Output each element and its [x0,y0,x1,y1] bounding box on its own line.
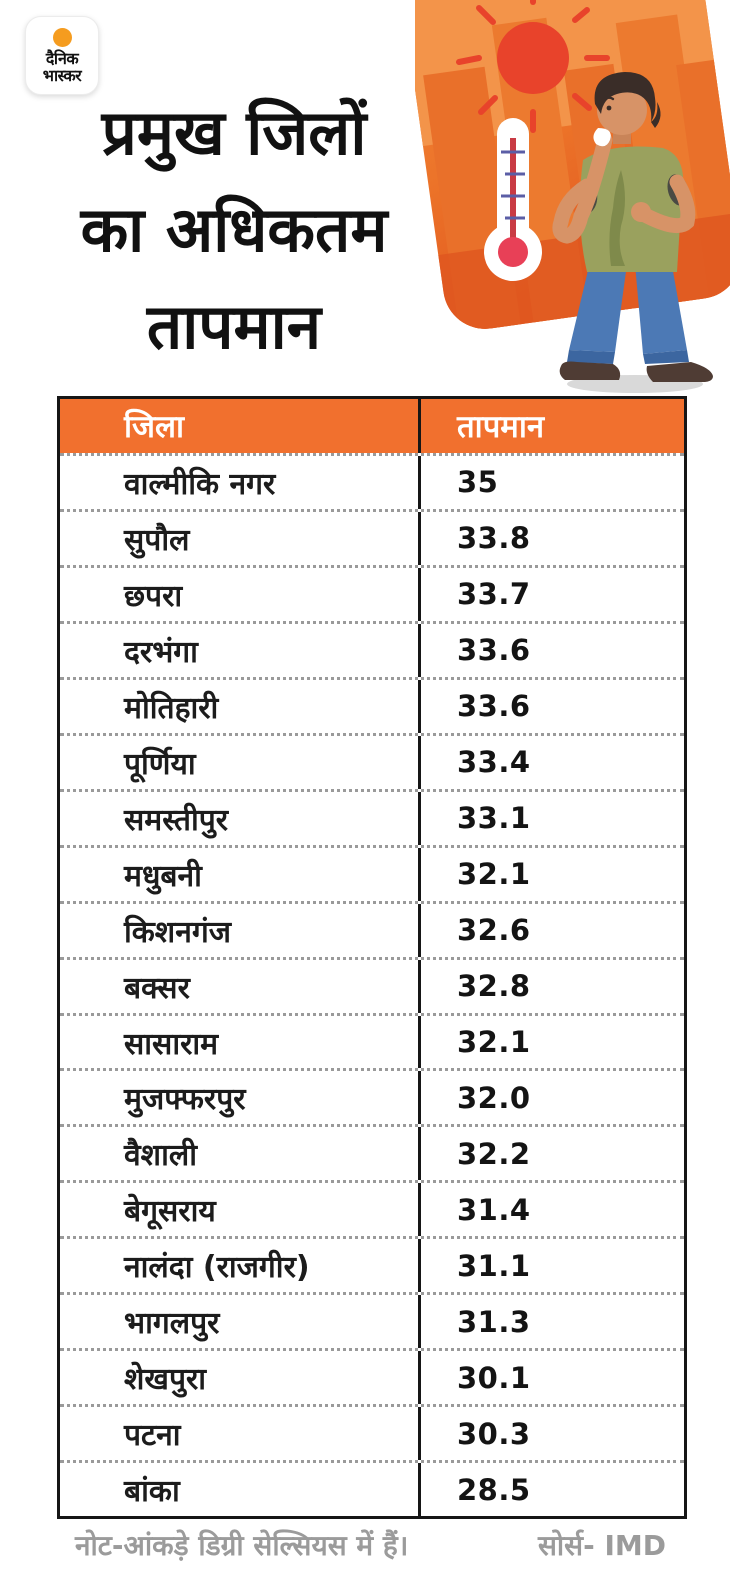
district-name: वाल्मीकि नगर [60,456,421,509]
district-name: सुपौल [60,511,421,565]
table-row: पूर्णिया 33.4 [60,732,684,789]
district-name: मुजफ्फरपुर [60,1071,421,1125]
temperature-value: 31.4 [457,1192,531,1227]
table-row: मधुबनी 32.1 [60,844,684,901]
temperature-value: 28.5 [457,1472,531,1507]
brand-logo: दैनिक भास्कर [25,16,99,95]
temperature-value: 31.1 [457,1248,531,1283]
table-row: नालंदा (राजगीर) 31.1 [60,1236,684,1293]
heatwave-illustration [415,0,730,393]
table-row: बक्सर 32.8 [60,956,684,1013]
district-name: बक्सर [60,959,421,1013]
table-row: वैशाली 32.2 [60,1124,684,1181]
column-header-district: जिला [60,399,421,453]
thermometer-icon [484,118,542,281]
temperature-table: जिला तापमान वाल्मीकि नगर 35 सुपौल 33.8 छ… [57,396,687,1519]
temperature-value: 32.6 [457,913,531,948]
page-title: प्रमुख जिलों का अधिकतम तापमान [6,84,462,375]
temperature-value: 31.3 [457,1304,531,1339]
table-row: सासाराम 32.1 [60,1012,684,1069]
temperature-value: 30.3 [457,1416,531,1451]
district-name: नालंदा (राजगीर) [60,1239,421,1293]
district-name: छपरा [60,567,421,621]
footer-note: नोट-आंकड़े डिग्री सेल्सियस में हैं। [75,1529,409,1562]
district-name: किशनगंज [60,903,421,957]
table-row: भागलपुर 31.3 [60,1292,684,1349]
temperature-value: 33.1 [457,801,531,836]
temperature-value: 35 [457,465,499,500]
column-header-temperature: तापमान [457,409,545,445]
temperature-value: 33.8 [457,521,531,556]
temperature-value: 33.6 [457,633,531,668]
temperature-value: 33.7 [457,577,531,612]
temperature-value: 30.1 [457,1360,531,1395]
table-row: शेखपुरा 30.1 [60,1348,684,1405]
table-row: पटना 30.3 [60,1404,684,1461]
temperature-value: 33.4 [457,745,531,780]
sun-icon [456,0,610,133]
temperature-value: 33.6 [457,689,531,724]
table-row: छपरा 33.7 [60,564,684,621]
district-name: पूर्णिया [60,735,421,789]
table-row: दरभंगा 33.6 [60,620,684,677]
district-name: बांका [60,1463,421,1517]
table-row: किशनगंज 32.6 [60,900,684,957]
table-row: मुजफ्फरपुर 32.0 [60,1068,684,1125]
temperature-value: 32.1 [457,1025,531,1059]
temperature-value: 32.8 [457,969,531,1004]
district-name: शेखपुरा [60,1351,421,1405]
footer-source: सोर्स- IMD [537,1529,666,1562]
brand-name-line2: भास्कर [42,65,82,85]
page-title-line3: तापमान [146,290,322,363]
table-row: मोतिहारी 33.6 [60,676,684,733]
district-name: दरभंगा [60,623,421,677]
district-name: मोतिहारी [60,679,421,733]
temperature-value: 32.2 [457,1136,531,1171]
table-header-row: जिला तापमान [60,399,684,453]
page-title-line1: प्रमुख जिलों [101,96,367,169]
district-name: मधुबनी [60,847,421,901]
brand-name-line1: दैनिक [45,48,79,68]
district-name: सासाराम [60,1015,421,1069]
table-row: वाल्मीकि नगर 35 [60,453,684,509]
district-name: भागलपुर [60,1295,421,1349]
temperature-value: 32.0 [457,1080,531,1115]
brand-sun-dot-icon [52,27,72,47]
table-row: बांका 28.5 [60,1460,684,1517]
district-name: पटना [60,1407,421,1461]
district-name: समस्तीपुर [60,791,421,845]
table-row: सुपौल 33.8 [60,508,684,565]
temperature-value: 32.1 [457,857,531,892]
district-name: बेगूसराय [60,1183,421,1237]
table-row: समस्तीपुर 33.1 [60,788,684,845]
district-name: वैशाली [60,1127,421,1181]
page-title-line2: का अधिकतम [80,193,388,266]
sweating-man [552,72,713,393]
table-row: बेगूसराय 31.4 [60,1180,684,1237]
